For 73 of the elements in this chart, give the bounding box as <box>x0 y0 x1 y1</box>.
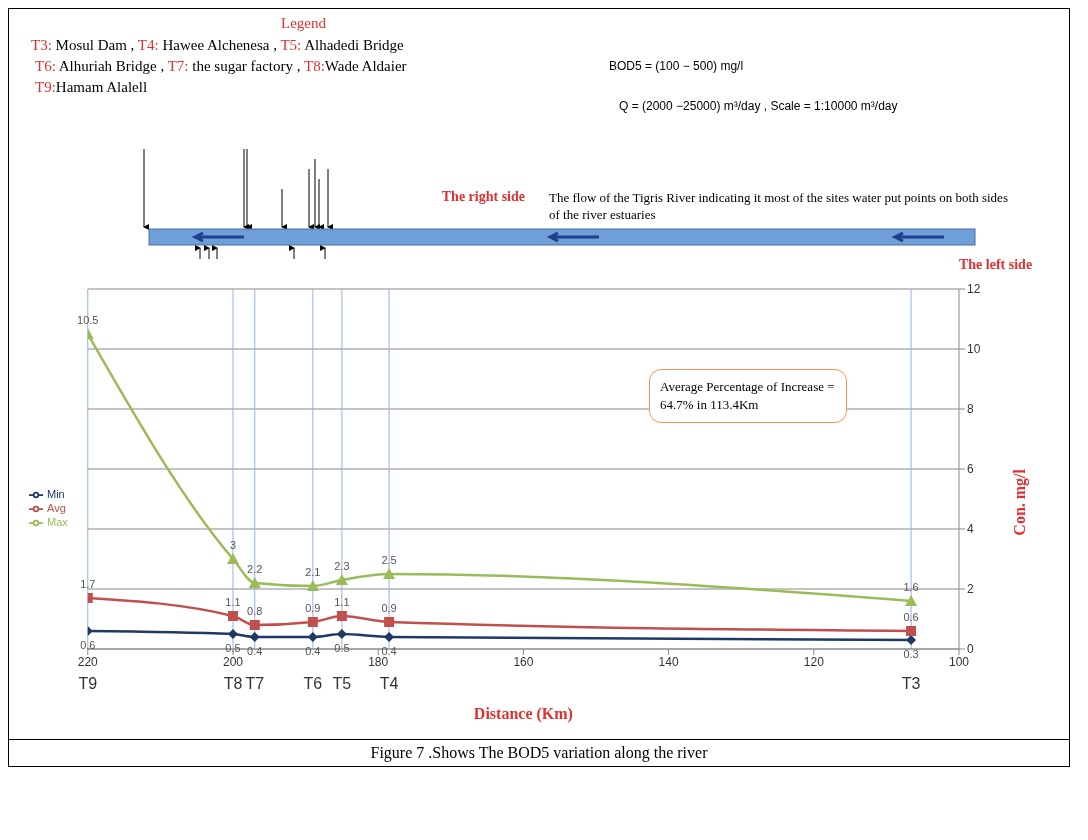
point <box>249 620 260 630</box>
data-label: 0.4 <box>247 644 263 657</box>
y-tick-label: 6 <box>967 462 974 477</box>
data-label: 0.5 <box>334 641 350 654</box>
data-label: 1.6 <box>903 581 919 593</box>
y-axis-title: Con. mg/l <box>1010 468 1029 536</box>
text: T3: Mosul Dam , T4: Hawee Alchenesa , T5: Alhadedi Bridge <box>31 37 404 53</box>
text: The left side <box>959 257 1033 273</box>
y-tick-label: 10 <box>967 342 981 357</box>
text: The flow of the Tigris River indicating it most of the sites water put points on both sides of the river estuaries <box>549 189 1009 223</box>
text: BOD5 = (100 − 500) mg/l <box>609 59 744 73</box>
text: The right side <box>440 189 525 205</box>
data-label: 0.3 <box>903 647 919 660</box>
ref-line-label: T6 <box>303 675 323 692</box>
point <box>906 626 917 636</box>
legend-label: Max <box>47 516 68 529</box>
x-tick-label: 200 <box>222 654 244 669</box>
data-label: 2.1 <box>305 566 321 578</box>
point <box>226 553 239 564</box>
x-tick-label: 180 <box>368 654 389 669</box>
data-label: 1.1 <box>334 596 350 608</box>
point <box>248 577 261 588</box>
point <box>384 617 395 627</box>
data-label: 3 <box>229 539 237 551</box>
data-label: 0.8 <box>247 605 263 617</box>
x-tick-label: 140 <box>658 654 679 669</box>
data-label: 0.9 <box>381 602 397 614</box>
y-tick-label: 4 <box>967 522 974 537</box>
x-tick-label: 220 <box>77 654 99 669</box>
legend-label: Min <box>47 487 65 500</box>
data-label: 10.5 <box>77 314 99 326</box>
text: Q = (2000 −25000) m³/day , Scale = 1:10000 m³/day <box>619 99 898 113</box>
point <box>227 611 238 621</box>
point <box>905 595 918 606</box>
ref-line-label: T7 <box>245 675 265 692</box>
point <box>906 635 917 645</box>
data-label: 0.4 <box>305 644 321 657</box>
ref-line-label: T8 <box>223 675 243 692</box>
data-label: 0.6 <box>903 611 919 623</box>
data-label: 0.9 <box>305 602 321 614</box>
ref-line-label: T5 <box>332 675 352 692</box>
x-axis-title: Distance (Km) <box>473 705 573 723</box>
point <box>249 632 260 642</box>
legend-label: Avg <box>47 501 66 514</box>
point <box>336 629 347 639</box>
annotation: Average Percentage of Increase = 64.7% in 113.4Km <box>649 369 847 423</box>
y-tick-label: 8 <box>967 402 974 417</box>
data-label: 0.4 <box>381 644 397 657</box>
x-tick-label: 100 <box>948 654 970 669</box>
data-label: 2.3 <box>334 560 350 572</box>
point <box>307 617 318 627</box>
caption: Figure 7 .Shows The BOD5 variation along the river <box>9 739 1069 766</box>
ref-line-label: T4 <box>379 675 399 692</box>
point <box>336 611 347 621</box>
text: T9:Hamam Alalell <box>35 79 148 95</box>
ref-line-label: T3 <box>901 675 921 692</box>
x-tick-label: 160 <box>513 654 534 669</box>
text: Legend <box>281 15 326 32</box>
y-tick-label: 2 <box>967 582 974 597</box>
data-label: 0.5 <box>225 641 241 654</box>
ref-line-label: T9 <box>78 675 98 692</box>
point <box>306 580 319 591</box>
data-label: 1.1 <box>225 596 241 608</box>
data-label: 2.2 <box>247 563 263 575</box>
text: T6: Alhuriah Bridge , T7: the sugar factory , T8:Wade Aldaier <box>35 58 407 74</box>
data-label: 0.6 <box>80 638 96 651</box>
point <box>383 568 396 579</box>
y-tick-label: 0 <box>967 642 974 657</box>
data-label: 2.5 <box>381 554 397 566</box>
x-tick-label: 120 <box>803 654 825 669</box>
data-label: 1.7 <box>80 578 96 590</box>
point <box>335 574 348 585</box>
y-tick-label: 12 <box>967 282 981 297</box>
